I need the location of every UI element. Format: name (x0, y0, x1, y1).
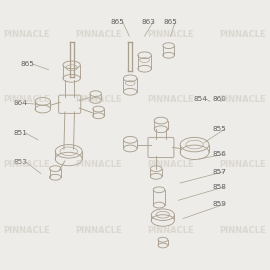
Text: PINNACLE: PINNACLE (147, 226, 194, 235)
Text: 853: 853 (14, 159, 28, 165)
Text: 864: 864 (14, 100, 28, 106)
Text: PINNACLE: PINNACLE (219, 160, 266, 169)
Text: 856: 856 (213, 151, 227, 157)
Text: 863: 863 (142, 19, 156, 25)
Text: 858: 858 (213, 184, 227, 190)
Text: PINNACLE: PINNACLE (75, 30, 122, 39)
Text: PINNACLE: PINNACLE (147, 95, 194, 104)
Text: 865: 865 (21, 61, 35, 67)
Text: 865: 865 (111, 19, 125, 25)
Text: PINNACLE: PINNACLE (3, 30, 50, 39)
Text: 857: 857 (213, 169, 227, 175)
Text: PINNACLE: PINNACLE (3, 226, 50, 235)
Text: 851: 851 (14, 130, 28, 136)
Text: PINNACLE: PINNACLE (147, 30, 194, 39)
Text: PINNACLE: PINNACLE (219, 95, 266, 104)
Text: PINNACLE: PINNACLE (75, 95, 122, 104)
Text: 855: 855 (213, 126, 227, 132)
Text: PINNACLE: PINNACLE (3, 95, 50, 104)
Text: PINNACLE: PINNACLE (219, 30, 266, 39)
Text: 865: 865 (164, 19, 178, 25)
Text: PINNACLE: PINNACLE (3, 160, 50, 169)
Text: 854: 854 (194, 96, 207, 102)
Text: PINNACLE: PINNACLE (147, 160, 194, 169)
Text: PINNACLE: PINNACLE (219, 226, 266, 235)
Text: 860: 860 (213, 96, 227, 102)
Text: 859: 859 (213, 201, 227, 207)
Text: PINNACLE: PINNACLE (75, 160, 122, 169)
Text: PINNACLE: PINNACLE (75, 226, 122, 235)
